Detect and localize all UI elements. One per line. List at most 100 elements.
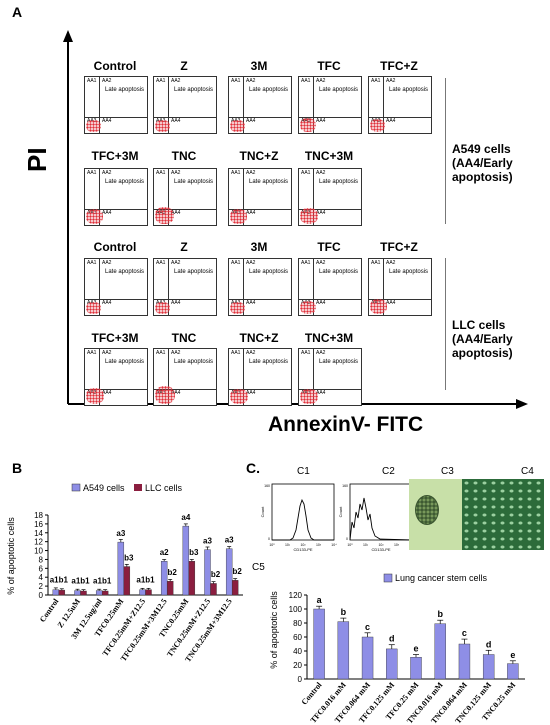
quadrant-label-aa2: AA2 <box>385 260 397 266</box>
histogram-y-tick: 0 <box>346 537 348 541</box>
b-y-tick-label: 16 <box>34 520 43 529</box>
b-bar <box>58 589 66 596</box>
c4-micrograph <box>462 479 544 550</box>
condition-label: TNC <box>171 149 197 163</box>
b-y-tick-label: 2 <box>39 582 44 591</box>
late-apoptosis-label: Late apoptosis <box>319 269 359 275</box>
b-significance-label: b2 <box>167 568 177 577</box>
cell-population <box>86 209 103 224</box>
quadrant-label-aa1: AA1 <box>155 78 167 84</box>
c5-legend-swatch <box>383 573 393 583</box>
flow-plot: AA1AA2AA3AA4Late apoptosis <box>153 168 217 226</box>
quadrant-label-aa2: AA2 <box>101 350 113 356</box>
quadrant-divider-v <box>168 259 169 315</box>
b-bar <box>117 541 125 596</box>
b-legend-llc: LLC cells <box>145 483 183 493</box>
quadrant-label-aa2: AA2 <box>315 170 327 176</box>
histogram-x-tick: 10¹ <box>285 543 291 547</box>
late-apoptosis-label: Late apoptosis <box>174 269 214 275</box>
flow-plot: AA1AA2AA3AA4Late apoptosis <box>298 76 362 134</box>
quadrant-divider-h <box>154 209 216 210</box>
b-bar <box>210 583 217 596</box>
quadrant-label-aa2: AA2 <box>101 78 113 84</box>
late-apoptosis-label: Late apoptosis <box>174 87 214 93</box>
c5-y-axis-label: % of apoptotic cells <box>269 591 279 669</box>
c5-y-tick-label: 80 <box>293 619 302 628</box>
quadrant-label-aa2: AA2 <box>170 170 182 176</box>
b-bar <box>225 548 233 596</box>
b-category-label: Control <box>38 596 61 624</box>
b-significance-label: a3 <box>225 536 234 545</box>
quadrant-label-aa4: AA4 <box>170 210 182 216</box>
cell-population <box>230 388 248 404</box>
b-y-tick-label: 6 <box>39 564 44 573</box>
c5-y-tick-label: 20 <box>293 661 302 670</box>
histogram-x-label: CD133-PE <box>371 547 390 552</box>
quadrant-label-aa4: AA4 <box>245 210 257 216</box>
quadrant-label-aa4: AA4 <box>101 300 113 306</box>
c4-label: C4 <box>521 466 534 477</box>
quadrant-label-aa2: AA2 <box>170 260 182 266</box>
histogram-x-tick: 10¹ <box>363 543 369 547</box>
a549-label-line2: (AA4/Early <box>452 156 513 170</box>
histogram-y-tick: 0 <box>268 537 270 541</box>
late-apoptosis-label: Late apoptosis <box>249 87 289 93</box>
c5-y-tick-label: 0 <box>298 675 303 684</box>
quadrant-divider-h <box>154 389 216 390</box>
c5-y-tick-label: 40 <box>293 647 302 656</box>
late-apoptosis-label: Late apoptosis <box>174 179 214 185</box>
b-y-axis-label: % of apoptotic cells <box>6 517 16 595</box>
quadrant-label-aa1: AA1 <box>300 170 312 176</box>
c5-significance-label: e <box>510 650 515 660</box>
quadrant-label-aa4: AA4 <box>101 390 113 396</box>
c5-bar <box>337 621 350 680</box>
quadrant-label-aa4: AA4 <box>385 118 397 124</box>
annexin-axis-label: AnnexinV- FITC <box>268 413 424 436</box>
cell-population <box>300 300 316 314</box>
condition-label: TFC+3M <box>91 331 139 345</box>
histogram-x-tick: 10³ <box>394 543 400 547</box>
condition-label: TFC <box>317 59 341 73</box>
cell-population <box>230 119 245 132</box>
quadrant-divider-h <box>85 299 147 300</box>
late-apoptosis-label: Late apoptosis <box>249 359 289 365</box>
histogram-frame <box>349 483 413 541</box>
condition-label: TNC+3M <box>304 331 354 345</box>
condition-label: TNC+Z <box>239 331 279 345</box>
b-significance-label: b2 <box>232 567 242 576</box>
histogram-y-label: Count <box>338 506 343 518</box>
b-y-tick-label: 14 <box>34 529 43 538</box>
quadrant-label-aa1: AA1 <box>86 170 98 176</box>
quadrant-label-aa1: AA1 <box>86 350 98 356</box>
late-apoptosis-label: Late apoptosis <box>249 179 289 185</box>
quadrant-label-aa1: AA1 <box>155 170 167 176</box>
c5-bar <box>386 648 398 680</box>
condition-label: TFC+3M <box>91 149 139 163</box>
flow-plot: AA1AA2AA3AA4Late apoptosis <box>228 168 292 226</box>
quadrant-divider-h <box>229 117 291 118</box>
condition-label: Z <box>180 240 188 254</box>
c5-category-label: Control <box>300 680 324 707</box>
condition-label: TNC <box>171 331 197 345</box>
histogram-trace <box>349 497 413 541</box>
b-bar <box>101 590 109 596</box>
late-apoptosis-label: Late apoptosis <box>389 87 429 93</box>
quadrant-divider-v <box>313 259 314 315</box>
quadrant-label-aa1: AA1 <box>155 350 167 356</box>
flow-plot: AA1AA2AA3AA4Late apoptosis <box>84 348 148 406</box>
quadrant-label-aa1: AA1 <box>155 260 167 266</box>
cell-population <box>86 388 104 404</box>
c5-bar <box>410 657 422 680</box>
histogram-x-tick: 10² <box>378 543 384 547</box>
quadrant-divider-v <box>313 349 314 405</box>
b-significance-label: b3 <box>189 548 199 557</box>
b-bar <box>52 589 60 596</box>
flow-plot: AA1AA2AA3AA4Late apoptosis <box>228 348 292 406</box>
quadrant-divider-h <box>299 389 361 390</box>
quadrant-label-aa4: AA4 <box>101 118 113 124</box>
panel-c5-chart: 0 20 40 60 80 100 120 % of apoptotic cells Lung … <box>269 573 525 725</box>
flow-plot: AA1AA2AA3AA4Late apoptosis <box>368 76 432 134</box>
late-apoptosis-label: Late apoptosis <box>105 87 145 93</box>
quadrant-label-aa4: AA4 <box>315 300 327 306</box>
